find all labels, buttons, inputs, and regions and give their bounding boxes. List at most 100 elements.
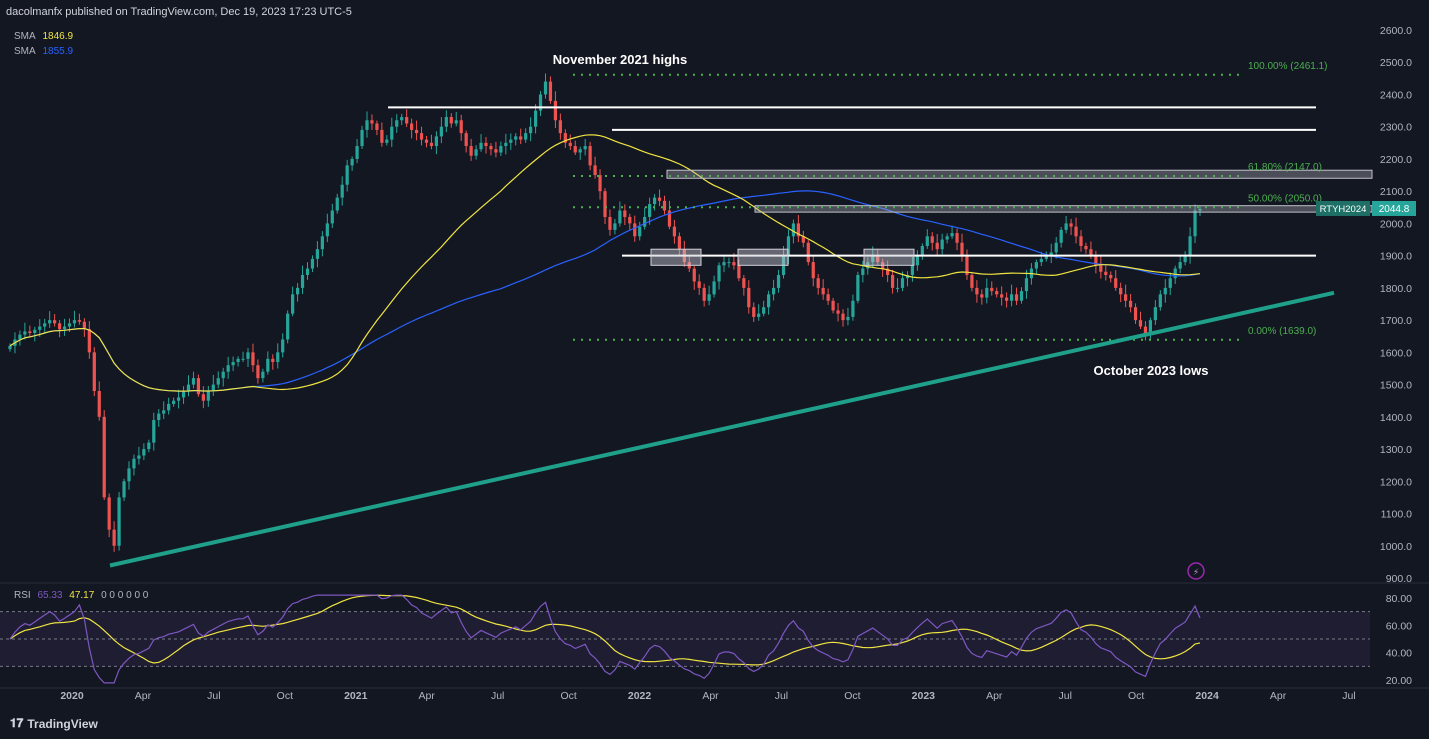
candle-body <box>588 146 592 166</box>
rsi-tick-label: 60.00 <box>1386 620 1412 632</box>
candle-body <box>841 313 845 321</box>
candle-body <box>454 120 458 124</box>
candle-body <box>861 268 865 275</box>
tradingview-footer[interactable]: 𝟏𝟕 TradingView <box>10 716 98 731</box>
candle-body <box>1005 297 1009 301</box>
candle-body <box>400 117 404 121</box>
candle-body <box>1193 210 1197 237</box>
time-tick-label: Apr <box>1270 690 1287 702</box>
candle-body <box>122 481 126 498</box>
time-tick-label: Jul <box>1342 690 1355 702</box>
candle-body <box>261 371 265 379</box>
candle-body <box>985 287 989 298</box>
candle-body <box>1133 307 1138 321</box>
candle-body <box>771 287 776 295</box>
candle-body <box>633 223 637 237</box>
candle-body <box>375 123 379 130</box>
candle-body <box>662 200 667 211</box>
candle-body <box>960 242 964 256</box>
candle-body <box>573 146 577 153</box>
candle-body <box>345 165 349 185</box>
candle-body <box>201 394 205 401</box>
candle-body <box>519 136 523 140</box>
candle-body <box>87 329 91 353</box>
candle-body <box>276 352 280 363</box>
candle-body <box>266 358 270 372</box>
candle-body <box>206 391 210 401</box>
fib-level-label: 50.00% (2050.0) <box>1248 193 1322 204</box>
candle-body <box>915 255 919 266</box>
candle-body <box>548 81 553 101</box>
time-tick-label: Oct <box>844 690 860 702</box>
candle-body <box>191 378 196 385</box>
candle-body <box>62 326 67 330</box>
candle-body <box>1014 294 1019 301</box>
candle-body <box>895 287 900 289</box>
candle-body <box>816 278 820 288</box>
candle-body <box>142 449 146 456</box>
candle-body <box>355 146 359 159</box>
candle-body <box>871 255 875 263</box>
candle-body <box>300 274 305 288</box>
price-tick-label: 1400.0 <box>1380 412 1412 424</box>
candle-body <box>821 287 825 295</box>
candle-body <box>608 216 612 230</box>
candle-body <box>271 358 275 363</box>
candle-body <box>1099 265 1103 272</box>
flash-icon-glyph: ⚡ <box>1193 567 1199 577</box>
candle-body <box>583 146 587 150</box>
price-zone <box>754 205 1373 213</box>
annotation-oct-2023-lows: October 2023 lows <box>1094 363 1209 378</box>
candle-body <box>876 255 880 263</box>
candle-body <box>786 236 791 256</box>
candle-body <box>157 413 161 421</box>
candle-body <box>132 458 136 469</box>
candle-body <box>529 126 533 134</box>
candle-body <box>603 191 607 217</box>
candle-body <box>479 142 483 150</box>
candle-body <box>965 255 969 275</box>
candle-body <box>514 136 518 140</box>
published-header: dacolmanfx published on TradingView.com,… <box>6 6 352 18</box>
candle-body <box>811 262 815 279</box>
rsi-legend: RSI 65.33 47.17 0 0 0 0 0 0 <box>14 590 152 601</box>
candle-body <box>57 323 62 330</box>
last-price-label: 2044.8 <box>1379 204 1410 215</box>
candle-body <box>598 175 602 192</box>
candle-body <box>1034 262 1038 269</box>
candle-body <box>593 165 597 176</box>
candle-body <box>405 117 409 124</box>
candle-body <box>1019 291 1024 301</box>
candle-body <box>310 258 315 269</box>
candle-body <box>1044 255 1048 259</box>
candle-body <box>82 321 86 330</box>
candle-body <box>543 81 548 95</box>
candle-body <box>385 139 389 143</box>
price-tick-label: 1800.0 <box>1380 283 1412 295</box>
candle-body <box>806 242 810 263</box>
candle-body <box>236 358 240 363</box>
candle-body <box>350 158 354 166</box>
candle-body <box>315 249 320 259</box>
candle-body <box>256 365 260 379</box>
time-tick-label: Jul <box>207 690 220 702</box>
candle-body <box>925 236 929 246</box>
candle-body <box>945 236 949 240</box>
candle-body <box>836 310 840 314</box>
candle-body <box>1084 245 1088 250</box>
time-tick-label: 2022 <box>628 690 652 702</box>
candle-body <box>553 100 558 121</box>
candle-body <box>1039 258 1043 263</box>
price-tick-label: 1100.0 <box>1381 509 1412 521</box>
candle-body <box>474 149 478 156</box>
candle-body <box>702 287 706 301</box>
time-tick-label: Apr <box>702 690 719 702</box>
candle-body <box>1104 271 1108 275</box>
candle-body <box>1128 300 1133 308</box>
sma-legend-1: SMA 1846.9 <box>14 31 77 42</box>
rsi-ma-value: 47.17 <box>69 590 95 601</box>
candle-body <box>831 300 835 311</box>
candle-body <box>1168 278 1172 288</box>
rsi-tick-label: 20.00 <box>1386 675 1412 687</box>
